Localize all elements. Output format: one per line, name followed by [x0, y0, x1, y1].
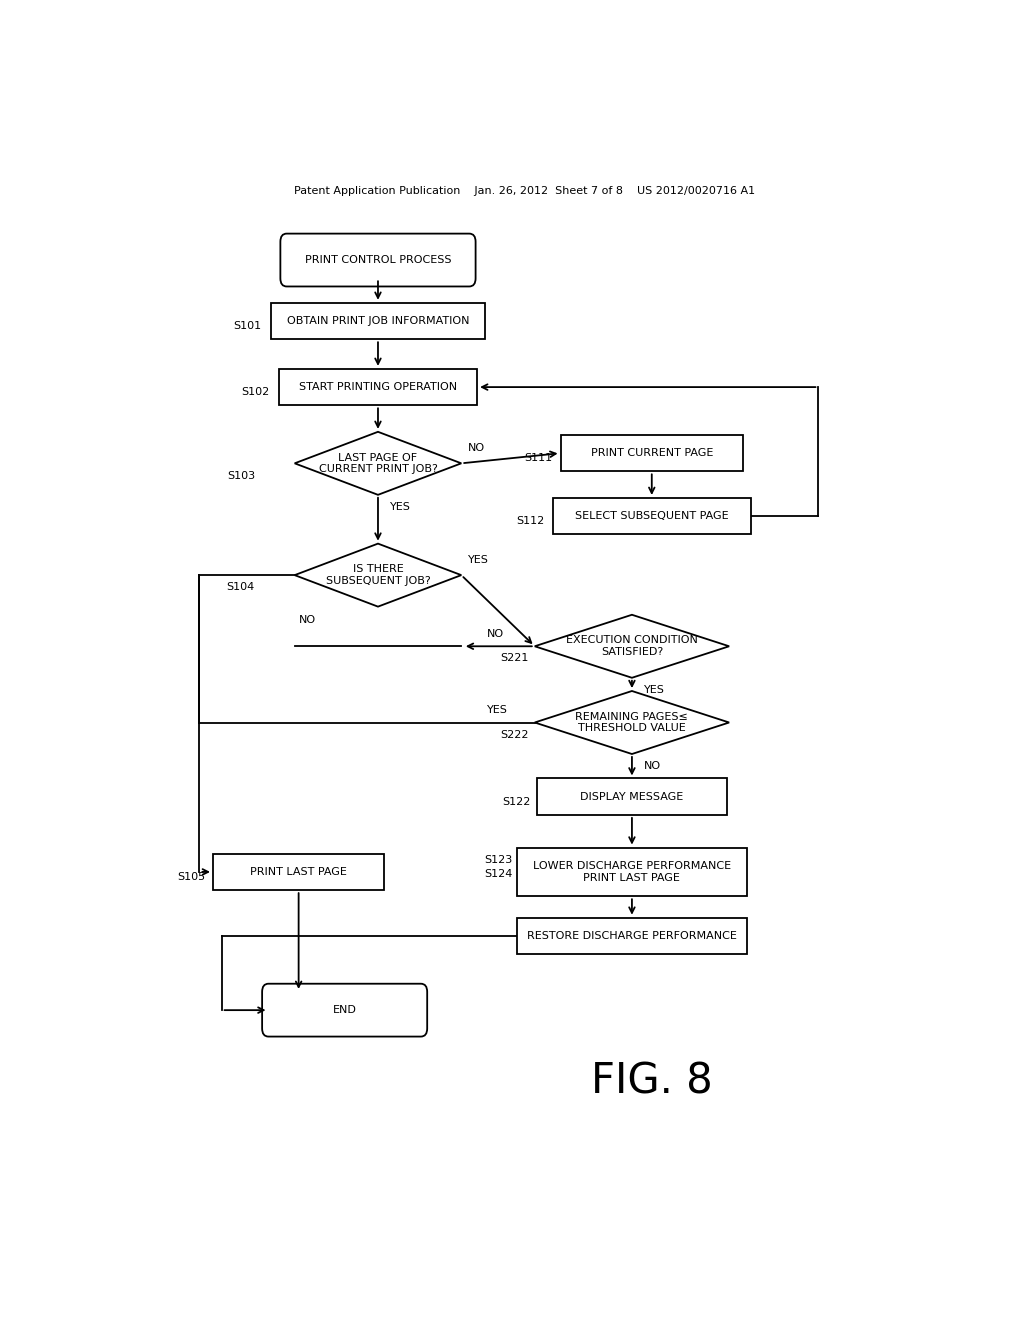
- Text: S103: S103: [227, 470, 255, 480]
- Text: LOWER DISCHARGE PERFORMANCE
PRINT LAST PAGE: LOWER DISCHARGE PERFORMANCE PRINT LAST P…: [532, 861, 731, 883]
- Text: YES: YES: [468, 554, 488, 565]
- Text: S122: S122: [502, 797, 530, 807]
- Text: S124: S124: [484, 869, 513, 879]
- Text: DISPLAY MESSAGE: DISPLAY MESSAGE: [581, 792, 684, 801]
- Bar: [537, 779, 727, 814]
- Bar: [517, 917, 748, 954]
- Text: S101: S101: [233, 321, 261, 331]
- Text: S105: S105: [177, 873, 205, 882]
- Text: YES: YES: [390, 502, 411, 512]
- Text: S123: S123: [484, 855, 513, 865]
- Text: Patent Application Publication    Jan. 26, 2012  Sheet 7 of 8    US 2012/0020716: Patent Application Publication Jan. 26, …: [294, 186, 756, 195]
- Text: S111: S111: [524, 453, 553, 463]
- Text: S102: S102: [241, 387, 269, 397]
- Bar: [270, 302, 485, 339]
- Text: YES: YES: [487, 705, 508, 715]
- Text: S222: S222: [500, 730, 528, 739]
- FancyBboxPatch shape: [281, 234, 475, 286]
- Text: EXECUTION CONDITION
SATISFIED?: EXECUTION CONDITION SATISFIED?: [566, 635, 698, 657]
- Text: NO: NO: [299, 615, 315, 624]
- Text: S112: S112: [516, 516, 545, 527]
- Polygon shape: [535, 690, 729, 754]
- Text: OBTAIN PRINT JOB INFORMATION: OBTAIN PRINT JOB INFORMATION: [287, 315, 469, 326]
- Text: START PRINTING OPERATION: START PRINTING OPERATION: [299, 381, 457, 392]
- Polygon shape: [295, 544, 461, 607]
- Text: END: END: [333, 1005, 356, 1015]
- Polygon shape: [295, 432, 461, 495]
- Text: PRINT CONTROL PROCESS: PRINT CONTROL PROCESS: [305, 255, 452, 265]
- Bar: [517, 847, 748, 896]
- Text: NO: NO: [468, 444, 484, 453]
- Bar: [553, 498, 751, 535]
- Bar: [560, 434, 743, 471]
- Bar: [213, 854, 384, 890]
- Text: NO: NO: [644, 762, 660, 771]
- Polygon shape: [535, 615, 729, 677]
- Text: S104: S104: [226, 582, 255, 593]
- Text: FIG. 8: FIG. 8: [591, 1060, 713, 1102]
- Text: IS THERE
SUBSEQUENT JOB?: IS THERE SUBSEQUENT JOB?: [326, 565, 430, 586]
- Text: NO: NO: [487, 630, 504, 639]
- Bar: [279, 368, 477, 405]
- FancyBboxPatch shape: [262, 983, 427, 1036]
- Text: YES: YES: [644, 685, 665, 694]
- Text: LAST PAGE OF
CURRENT PRINT JOB?: LAST PAGE OF CURRENT PRINT JOB?: [318, 453, 437, 474]
- Text: PRINT LAST PAGE: PRINT LAST PAGE: [250, 867, 347, 876]
- Text: REMAINING PAGES≤
THRESHOLD VALUE: REMAINING PAGES≤ THRESHOLD VALUE: [575, 711, 688, 734]
- Text: RESTORE DISCHARGE PERFORMANCE: RESTORE DISCHARGE PERFORMANCE: [527, 931, 737, 941]
- Text: S221: S221: [500, 653, 528, 664]
- Text: SELECT SUBSEQUENT PAGE: SELECT SUBSEQUENT PAGE: [574, 511, 729, 521]
- Text: PRINT CURRENT PAGE: PRINT CURRENT PAGE: [591, 449, 713, 458]
